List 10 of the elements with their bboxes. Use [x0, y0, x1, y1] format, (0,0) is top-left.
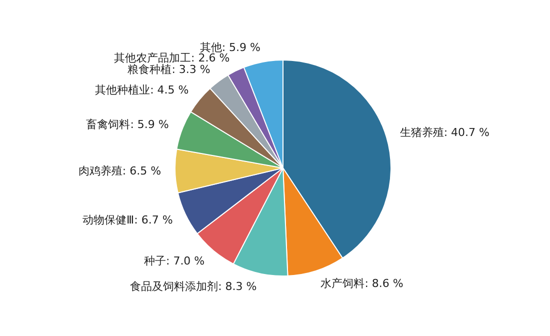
slice-label: 畜禽饲料: 5.9 % [86, 118, 169, 131]
slice-label: 种子: 7.0 % [144, 254, 205, 268]
slice-label: 水产饲料: 8.6 % [320, 277, 404, 290]
slice-label: 动物保健Ⅲ: 6.7 % [82, 213, 173, 226]
slice-label: 食品及饲料添加剂: 8.3 % [130, 280, 257, 294]
slice-label: 粮食种植: 3.3 % [128, 62, 210, 76]
slice-label: 肉鸡养殖: 6.5 % [78, 164, 162, 178]
slice-label: 其他种植业: 4.5 % [95, 84, 189, 97]
slice-label: 生猪养殖: 40.7 % [400, 126, 490, 139]
slice-label: 其他: 5.9 % [200, 41, 261, 54]
